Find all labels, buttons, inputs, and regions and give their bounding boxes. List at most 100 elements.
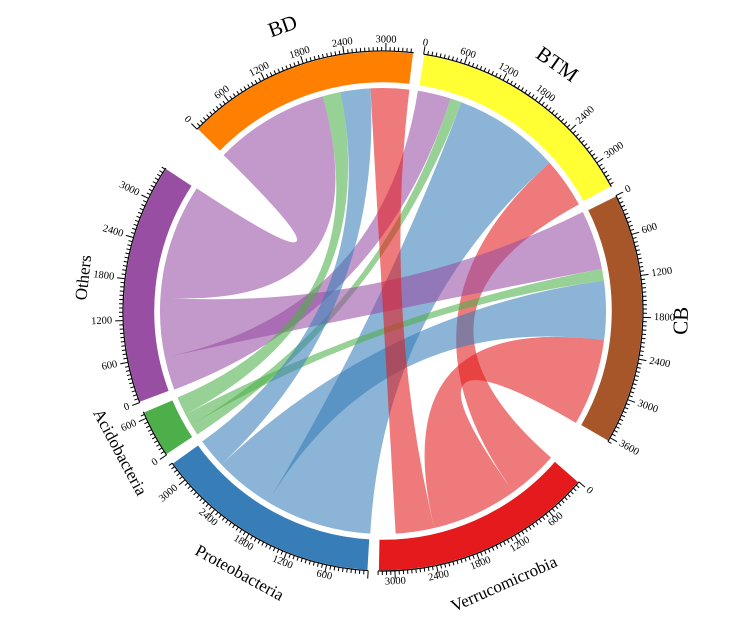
tick-mark xyxy=(456,560,459,565)
tick-mark xyxy=(247,84,251,89)
link-bd-verrucomicrobia xyxy=(370,87,435,534)
tick-mark xyxy=(312,561,315,566)
sector-label-btm: BTM xyxy=(532,41,583,87)
tick-mark xyxy=(265,543,268,548)
tick-mark xyxy=(467,61,471,66)
tick-mark xyxy=(297,60,300,66)
tick-mark xyxy=(342,567,344,572)
tick-mark xyxy=(630,391,635,394)
tick-mark xyxy=(468,556,471,561)
tick-mark xyxy=(575,484,580,489)
tick-mark xyxy=(444,563,447,568)
tick-mark xyxy=(502,73,508,81)
tick-mark xyxy=(124,365,130,368)
tick-mark xyxy=(513,82,517,87)
tick-label-verrucomicrobia: 1800 xyxy=(469,555,493,573)
tick-mark xyxy=(250,81,254,86)
tick-mark xyxy=(593,156,598,160)
tick-mark xyxy=(280,550,284,555)
tick-label-btm: 600 xyxy=(459,46,477,61)
tick-mark xyxy=(334,51,337,56)
tick-mark xyxy=(203,117,207,121)
tick-mark xyxy=(126,248,131,251)
tick-mark xyxy=(132,402,140,406)
tick-mark xyxy=(288,553,291,558)
tick-mark xyxy=(475,64,479,69)
tick-mark xyxy=(121,273,126,276)
tick-mark xyxy=(218,514,222,519)
tick-mark xyxy=(423,46,426,55)
tick-mark xyxy=(337,567,340,572)
tick-mark xyxy=(588,149,593,154)
link-btm-others xyxy=(164,90,451,390)
tick-mark xyxy=(269,72,273,77)
tick-mark xyxy=(150,184,155,188)
tick-mark xyxy=(191,123,198,130)
tick-label-btm: 2400 xyxy=(574,104,597,126)
tick-mark xyxy=(506,78,510,83)
link-btm-proteobacteria xyxy=(268,102,550,534)
tick-mark xyxy=(137,211,143,215)
tick-mark xyxy=(479,65,483,71)
tick-label-cb: 1800 xyxy=(654,312,675,324)
tick-mark xyxy=(567,493,571,498)
tick-mark xyxy=(451,56,454,61)
tick-mark xyxy=(591,153,596,157)
tick-mark xyxy=(330,52,333,57)
links-layer xyxy=(160,87,606,534)
tick-mark xyxy=(628,224,633,228)
tick-mark xyxy=(239,529,243,533)
tick-mark xyxy=(551,508,556,512)
tick-mark xyxy=(517,84,521,89)
tick-mark xyxy=(257,539,261,544)
tick-mark xyxy=(531,94,535,99)
tick-mark xyxy=(196,123,201,127)
tick-mark xyxy=(564,496,568,501)
tick-mark xyxy=(639,270,644,272)
tick-label-bd: 600 xyxy=(213,84,232,102)
tick-mark xyxy=(250,535,253,540)
tick-mark xyxy=(117,277,126,280)
tick-label-acidobacteria: 0 xyxy=(150,456,160,468)
tick-mark xyxy=(148,188,153,192)
tick-mark xyxy=(524,89,528,94)
tick-mark xyxy=(173,469,178,473)
tick-mark xyxy=(273,70,277,75)
tick-mark xyxy=(548,510,555,518)
tick-mark xyxy=(615,426,620,429)
tick-mark xyxy=(634,375,639,377)
tick-label-proteobacteria: 600 xyxy=(315,568,333,582)
tick-mark xyxy=(159,454,167,460)
tick-mark xyxy=(510,537,514,542)
tick-mark xyxy=(209,111,213,116)
tick-mark xyxy=(557,115,562,120)
tick-mark xyxy=(122,353,127,356)
sector-label-acidobacteria: Acidobacteria xyxy=(89,406,151,499)
tick-mark xyxy=(232,524,236,529)
tick-mark xyxy=(637,257,642,260)
link-cb-proteobacteria xyxy=(221,280,606,503)
tick-mark xyxy=(149,432,154,436)
tick-mark xyxy=(317,54,320,60)
tick-mark xyxy=(215,105,220,110)
tick-mark xyxy=(225,519,229,524)
tick-mark xyxy=(548,107,552,111)
tick-mark xyxy=(569,124,577,131)
tick-mark xyxy=(639,350,644,352)
tick-mark xyxy=(222,100,226,105)
tick-mark xyxy=(221,516,226,521)
tick-mark xyxy=(514,535,520,543)
tick-mark xyxy=(145,425,150,429)
tick-mark xyxy=(541,516,546,520)
tick-mark xyxy=(491,71,494,76)
tick-mark xyxy=(440,564,443,569)
tick-mark xyxy=(296,556,299,561)
tick-mark xyxy=(142,200,148,203)
tick-mark xyxy=(551,109,555,114)
tick-mark xyxy=(439,53,442,58)
tick-mark xyxy=(212,108,216,113)
tick-label-bd: 2400 xyxy=(331,36,353,50)
tick-mark xyxy=(121,345,126,347)
tick-mark xyxy=(152,181,157,185)
tick-mark xyxy=(120,361,129,365)
